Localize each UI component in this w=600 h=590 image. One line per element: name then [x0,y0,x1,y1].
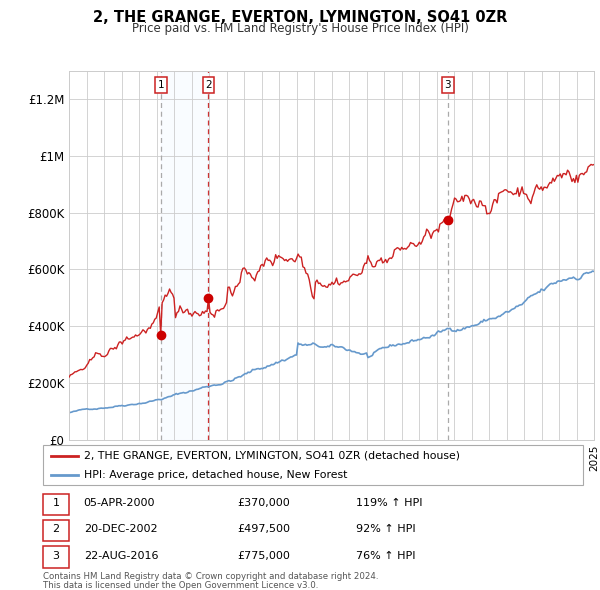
Text: 20-DEC-2002: 20-DEC-2002 [83,525,157,535]
Text: 2, THE GRANGE, EVERTON, LYMINGTON, SO41 0ZR: 2, THE GRANGE, EVERTON, LYMINGTON, SO41 … [93,10,507,25]
Text: 3: 3 [53,550,59,560]
FancyBboxPatch shape [43,493,69,515]
Text: 76% ↑ HPI: 76% ↑ HPI [356,550,416,560]
Text: 1: 1 [53,498,59,508]
FancyBboxPatch shape [43,546,69,568]
Text: HPI: Average price, detached house, New Forest: HPI: Average price, detached house, New … [83,470,347,480]
Text: £497,500: £497,500 [238,525,290,535]
Text: 22-AUG-2016: 22-AUG-2016 [83,550,158,560]
Text: 3: 3 [445,80,451,90]
Text: This data is licensed under the Open Government Licence v3.0.: This data is licensed under the Open Gov… [43,581,319,590]
Text: 119% ↑ HPI: 119% ↑ HPI [356,498,423,508]
Text: 2: 2 [205,80,212,90]
FancyBboxPatch shape [43,445,583,485]
Text: £775,000: £775,000 [238,550,290,560]
Text: 1: 1 [158,80,164,90]
Text: 92% ↑ HPI: 92% ↑ HPI [356,525,416,535]
Text: £370,000: £370,000 [238,498,290,508]
FancyBboxPatch shape [43,520,69,541]
Text: 05-APR-2000: 05-APR-2000 [83,498,155,508]
Bar [161,71,208,440]
Text: Contains HM Land Registry data © Crown copyright and database right 2024.: Contains HM Land Registry data © Crown c… [43,572,379,581]
Text: 2: 2 [53,525,60,535]
Text: Price paid vs. HM Land Registry's House Price Index (HPI): Price paid vs. HM Land Registry's House … [131,22,469,35]
Text: 2, THE GRANGE, EVERTON, LYMINGTON, SO41 0ZR (detached house): 2, THE GRANGE, EVERTON, LYMINGTON, SO41 … [83,451,460,461]
